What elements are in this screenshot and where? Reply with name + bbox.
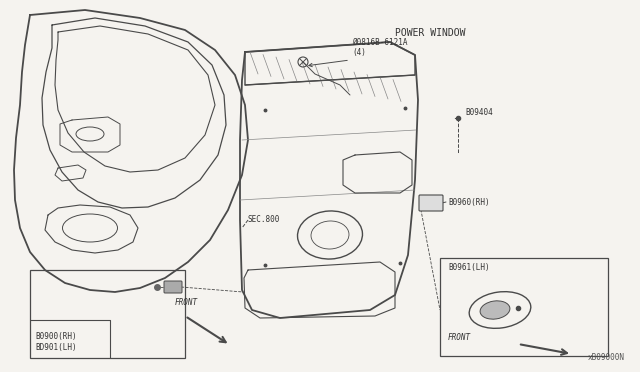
Text: B09404: B09404 [465,108,493,117]
Text: POWER WINDOW: POWER WINDOW [395,28,465,38]
Ellipse shape [480,301,510,319]
Text: B0900(RH)
BD901(LH): B0900(RH) BD901(LH) [35,332,77,352]
Text: SEC.800: SEC.800 [248,215,280,224]
Text: B0961(LH): B0961(LH) [448,263,490,272]
Text: FRONT: FRONT [175,298,198,307]
Bar [440,258,608,356]
FancyBboxPatch shape [419,195,443,211]
Text: Ø0816B-6121A
(4): Ø0816B-6121A (4) [352,38,408,57]
Text: FRONT: FRONT [448,333,471,342]
Text: xB09000N: xB09000N [588,353,625,362]
Text: B0960(RH): B0960(RH) [448,198,490,207]
FancyBboxPatch shape [164,281,182,293]
Bar [30,270,185,358]
